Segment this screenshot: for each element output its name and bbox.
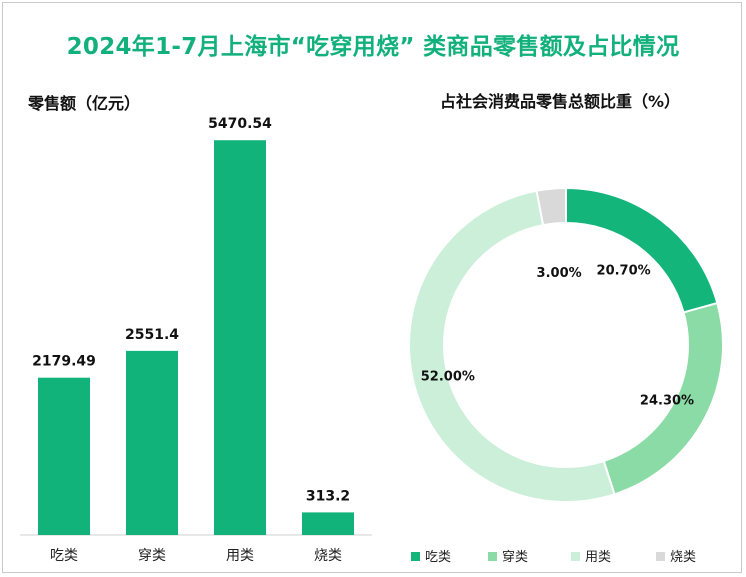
- bar: [302, 512, 354, 535]
- bar-value-label: 2179.49: [32, 354, 96, 370]
- bar-chart: 2179.49 吃类 2551.4 穿类 5470.54 用类 313.2 烧类: [20, 116, 372, 564]
- category-tick-label: 吃类: [50, 548, 78, 564]
- chart-title: 2024年1-7月上海市“吃穿用烧” 类商品零售额及占比情况: [66, 34, 680, 60]
- bar-chart-subtitle: 零售额（亿元）: [28, 94, 141, 113]
- bar: [126, 350, 178, 535]
- category-tick-label: 用类: [226, 548, 254, 564]
- slice-percent-label: 52.00%: [421, 369, 475, 384]
- donut-legend: 吃类 穿类 用类 烧类: [411, 549, 696, 565]
- donut-slice: [565, 186, 719, 314]
- legend-swatch: [656, 552, 665, 561]
- legend-label: 吃类: [425, 549, 451, 565]
- legend-label: 烧类: [670, 550, 696, 565]
- slice-percent-label: 24.30%: [640, 393, 694, 408]
- slice-percent-label: 3.00%: [537, 266, 582, 281]
- legend-swatch: [411, 552, 420, 561]
- category-tick-label: 穿类: [138, 548, 166, 564]
- bar-value-label: 313.2: [306, 488, 350, 504]
- legend-label: 穿类: [502, 549, 528, 565]
- donut-chart: 20.70% 24.30% 52.00% 3.00%: [408, 186, 724, 503]
- bar: [38, 377, 90, 535]
- donut-slice: [535, 186, 567, 227]
- bar-value-label: 2551.4: [125, 327, 179, 343]
- donut-slice: [408, 189, 616, 503]
- legend-swatch: [571, 552, 580, 561]
- bar-value-label: 5470.54: [208, 116, 272, 132]
- category-tick-label: 烧类: [314, 548, 342, 564]
- bar: [214, 140, 266, 536]
- legend-label: 用类: [585, 550, 611, 565]
- slice-percent-label: 20.70%: [597, 263, 651, 278]
- legend-swatch: [488, 552, 497, 561]
- donut-chart-subtitle: 占社会消费品零售总额比重（%）: [440, 92, 681, 111]
